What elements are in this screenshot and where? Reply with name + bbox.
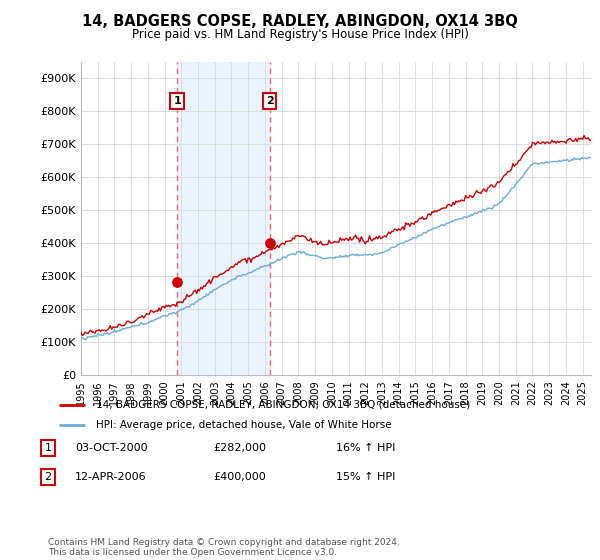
- Text: Contains HM Land Registry data © Crown copyright and database right 2024.
This d: Contains HM Land Registry data © Crown c…: [48, 538, 400, 557]
- Point: [265, 239, 274, 248]
- Point: [172, 278, 182, 287]
- Text: 14, BADGERS COPSE, RADLEY, ABINGDON, OX14 3BQ: 14, BADGERS COPSE, RADLEY, ABINGDON, OX1…: [82, 14, 518, 29]
- Text: 1: 1: [173, 96, 181, 106]
- Text: 15% ↑ HPI: 15% ↑ HPI: [336, 472, 395, 482]
- Text: 12-APR-2006: 12-APR-2006: [75, 472, 146, 482]
- Text: 1: 1: [44, 443, 52, 453]
- Text: £400,000: £400,000: [213, 472, 266, 482]
- Text: HPI: Average price, detached house, Vale of White Horse: HPI: Average price, detached house, Vale…: [95, 419, 391, 430]
- Text: 14, BADGERS COPSE, RADLEY, ABINGDON, OX14 3BQ (detached house): 14, BADGERS COPSE, RADLEY, ABINGDON, OX1…: [95, 399, 470, 409]
- Text: Price paid vs. HM Land Registry's House Price Index (HPI): Price paid vs. HM Land Registry's House …: [131, 28, 469, 41]
- Bar: [177, 62, 269, 375]
- Text: 16% ↑ HPI: 16% ↑ HPI: [336, 443, 395, 453]
- Text: 03-OCT-2000: 03-OCT-2000: [75, 443, 148, 453]
- Text: 2: 2: [44, 472, 52, 482]
- Text: 2: 2: [266, 96, 274, 106]
- Text: £282,000: £282,000: [213, 443, 266, 453]
